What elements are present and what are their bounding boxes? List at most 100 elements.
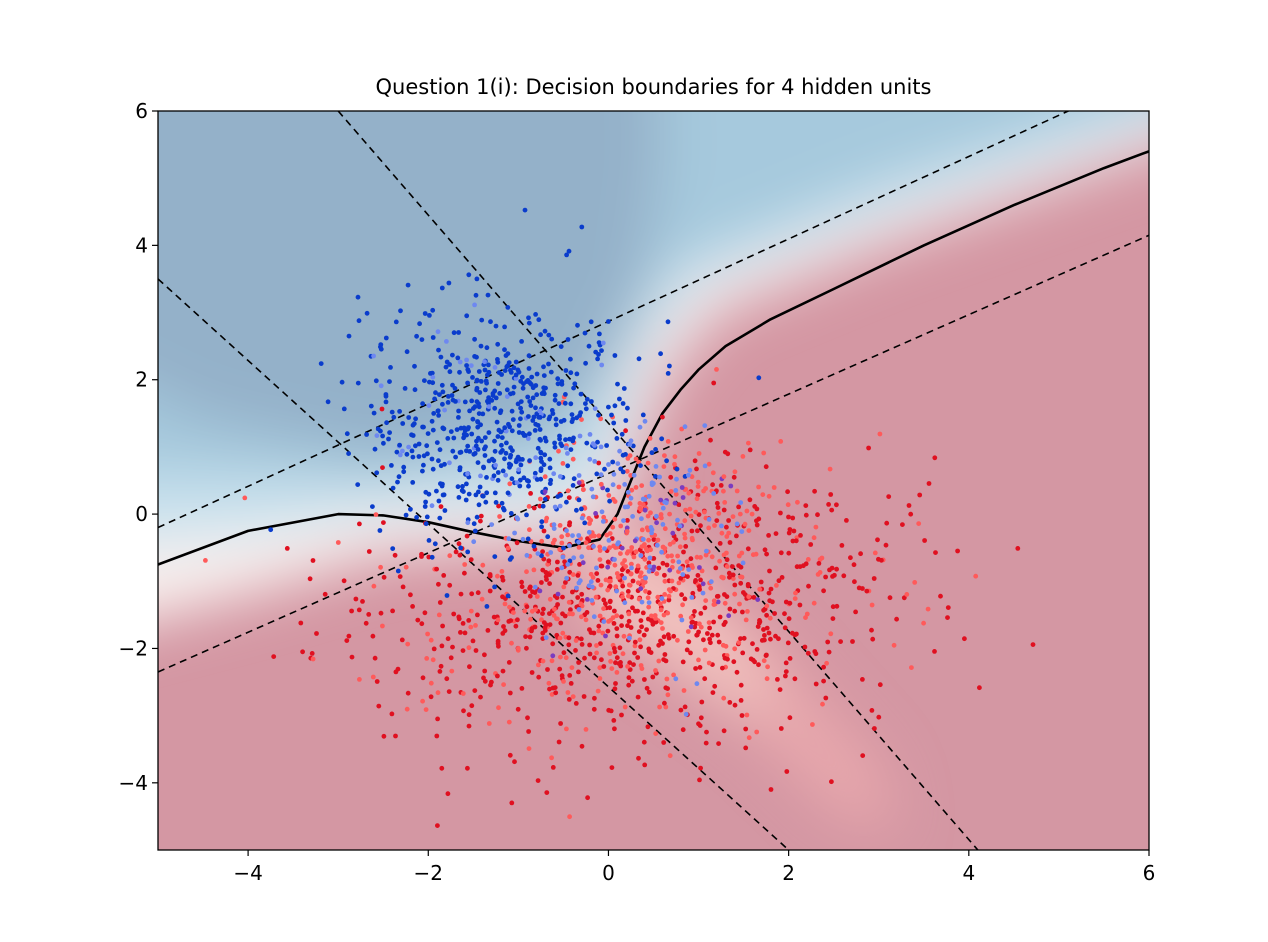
point-class-b xyxy=(612,686,618,692)
point-class-b xyxy=(507,752,513,758)
point-class-a xyxy=(646,569,652,574)
point-class-a xyxy=(542,452,548,458)
point-class-b xyxy=(473,648,479,653)
point-class-b xyxy=(539,580,544,585)
point-class-a xyxy=(472,451,478,456)
point-class-b xyxy=(841,573,847,579)
point-class-b xyxy=(730,564,735,569)
point-class-b xyxy=(322,591,328,597)
point-class-b xyxy=(640,610,646,616)
point-class-b xyxy=(671,672,676,678)
point-class-b xyxy=(648,547,653,553)
point-class-a xyxy=(575,322,580,328)
point-class-b xyxy=(670,530,676,536)
point-class-b xyxy=(460,648,466,653)
point-class-a xyxy=(520,430,526,436)
point-class-a xyxy=(665,371,671,376)
point-class-b xyxy=(710,482,715,488)
point-class-b xyxy=(565,532,571,538)
point-class-b xyxy=(683,544,689,549)
point-class-a xyxy=(560,554,566,560)
point-class-b xyxy=(620,651,626,657)
point-class-b xyxy=(675,637,680,643)
point-class-b xyxy=(500,668,506,674)
point-class-a xyxy=(569,412,575,417)
point-class-b xyxy=(310,656,316,662)
point-class-a xyxy=(422,378,427,383)
point-class-b xyxy=(310,558,316,563)
plot-frame xyxy=(157,110,1150,851)
point-class-a xyxy=(589,399,594,404)
point-class-a xyxy=(472,336,477,342)
point-class-a xyxy=(484,345,490,351)
point-class-b xyxy=(423,707,429,712)
point-class-b xyxy=(462,562,468,567)
point-class-b xyxy=(696,451,702,456)
point-class-a xyxy=(485,292,491,298)
point-class-a xyxy=(593,511,598,516)
point-class-a xyxy=(464,448,469,454)
point-class-b xyxy=(666,593,672,599)
point-class-a xyxy=(517,483,523,489)
point-class-a xyxy=(460,484,465,489)
point-class-b xyxy=(462,570,467,576)
point-class-a xyxy=(555,376,561,382)
point-class-a xyxy=(638,553,644,558)
point-class-a xyxy=(450,352,455,358)
point-class-a xyxy=(497,410,503,416)
point-class-b xyxy=(420,698,425,704)
point-class-a xyxy=(442,508,448,513)
point-class-b xyxy=(419,554,424,559)
point-class-a xyxy=(522,207,528,213)
point-class-a xyxy=(516,467,522,472)
point-class-a xyxy=(600,519,606,524)
point-class-b xyxy=(527,593,533,599)
point-class-b xyxy=(668,588,673,594)
point-class-b xyxy=(653,731,659,736)
point-class-a xyxy=(512,530,517,536)
point-class-a xyxy=(511,384,517,390)
point-class-b xyxy=(811,600,817,606)
point-class-a xyxy=(476,411,482,416)
point-class-b xyxy=(676,580,682,586)
point-class-a xyxy=(607,498,612,504)
point-class-b xyxy=(869,708,875,713)
point-class-b xyxy=(579,743,585,749)
point-class-b xyxy=(598,416,604,422)
point-class-b xyxy=(717,558,722,564)
point-class-a xyxy=(440,401,445,407)
point-class-b xyxy=(693,666,698,671)
point-class-a xyxy=(617,396,622,402)
point-class-b xyxy=(782,611,787,617)
point-class-a xyxy=(647,564,653,569)
y-tick-label: 2 xyxy=(135,368,148,392)
point-class-b xyxy=(525,715,530,721)
point-class-a xyxy=(546,332,552,338)
y-tick-label: 6 xyxy=(135,99,148,123)
point-class-b xyxy=(599,657,604,663)
point-class-b xyxy=(495,617,501,623)
point-class-b xyxy=(699,699,705,705)
point-class-a xyxy=(615,541,620,547)
point-class-a xyxy=(387,430,392,435)
point-class-b xyxy=(580,560,586,566)
point-class-b xyxy=(439,765,445,771)
point-class-a xyxy=(620,401,626,406)
point-class-b xyxy=(757,586,763,592)
point-class-a xyxy=(426,491,432,497)
point-class-a xyxy=(526,315,531,321)
point-class-a xyxy=(457,359,463,365)
point-class-a xyxy=(514,515,520,521)
point-class-b xyxy=(636,596,642,602)
point-class-b xyxy=(575,573,581,578)
point-class-a xyxy=(563,392,568,397)
point-class-a xyxy=(455,484,461,490)
point-class-b xyxy=(669,553,674,559)
point-class-b xyxy=(901,595,907,601)
point-class-b xyxy=(658,512,664,517)
point-class-a xyxy=(436,458,441,464)
point-class-a xyxy=(429,554,435,560)
point-class-a xyxy=(564,575,569,581)
point-class-a xyxy=(568,370,574,376)
point-class-a xyxy=(547,456,553,462)
